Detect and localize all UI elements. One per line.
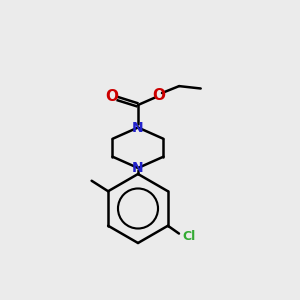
Text: O: O [105,89,118,104]
Text: O: O [152,88,166,103]
Text: Cl: Cl [183,230,196,243]
Text: N: N [132,121,144,134]
Text: N: N [132,161,144,175]
